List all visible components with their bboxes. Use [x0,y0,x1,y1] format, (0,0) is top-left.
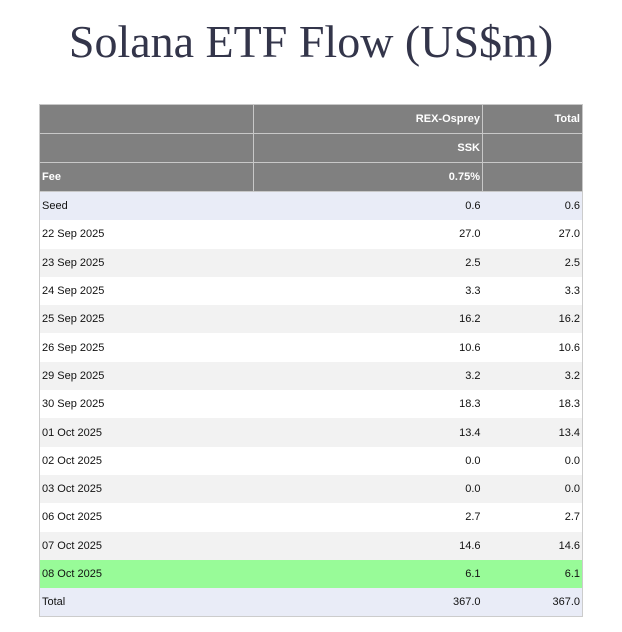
table-cell: 3.3 [482,276,583,306]
table-cell: 29 Sep 2025 [39,361,254,391]
header-row: REX-Osprey Total [39,104,583,134]
table-cell: 367.0 [253,588,483,617]
header-cell [39,133,254,163]
table-cell: 26 Sep 2025 [39,333,254,362]
table-cell: 0.0 [253,446,483,475]
header-row: Fee 0.75% [39,162,583,192]
table-cell: 13.4 [253,418,483,447]
table-cell: 6.1 [482,559,583,589]
table-cell: 0.0 [253,474,483,504]
header-cell [482,133,583,163]
header-cell: 0.75% [253,162,483,192]
table-cell: 16.2 [482,305,583,334]
table-row: 03 Oct 2025 0.0 0.0 [39,474,583,504]
table-cell: 01 Oct 2025 [39,418,254,447]
table-row: 22 Sep 2025 27.0 27.0 [39,220,583,249]
table-row: 06 Oct 2025 2.7 2.7 [39,503,583,532]
table-row: 24 Sep 2025 3.3 3.3 [39,276,583,306]
table-cell: Total [39,588,254,617]
table-cell: 22 Sep 2025 [39,220,254,249]
header-cell: SSK [253,133,483,163]
table-cell: 06 Oct 2025 [39,503,254,532]
table-row: 29 Sep 2025 3.2 3.2 [39,361,583,391]
table-row: Total 367.0 367.0 [39,588,583,617]
table-row: 02 Oct 2025 0.0 0.0 [39,446,583,475]
table-cell: 23 Sep 2025 [39,248,254,277]
table-cell: 2.7 [253,503,483,532]
header-cell: Total [482,104,583,134]
table-cell: 0.0 [482,446,583,475]
header-cell [482,162,583,192]
header-cell [39,104,254,134]
table-cell: 0.0 [482,474,583,504]
table-body: Seed 0.6 0.6 22 Sep 2025 27.0 27.0 23 Sep 2025… [39,191,583,617]
table-cell: 07 Oct 2025 [39,531,254,560]
table-row: 25 Sep 2025 16.2 16.2 [39,305,583,334]
table-cell: 02 Oct 2025 [39,446,254,475]
table-cell: 18.3 [482,390,583,419]
table-cell: 2.7 [482,503,583,532]
table-cell: 13.4 [482,418,583,447]
table-row: Seed 0.6 0.6 [39,191,583,221]
table-cell: 10.6 [482,333,583,362]
table-cell: 08 Oct 2025 [39,559,254,589]
header-row: SSK [39,133,583,163]
table-row: 26 Sep 2025 10.6 10.6 [39,333,583,362]
table-cell: 25 Sep 2025 [39,305,254,334]
table-cell: 27.0 [253,220,483,249]
table-cell: 14.6 [253,531,483,560]
table-cell: 16.2 [253,305,483,334]
table-cell: 24 Sep 2025 [39,276,254,306]
table-cell: 10.6 [253,333,483,362]
header-cell: Fee [39,162,254,192]
table-cell: 6.1 [253,559,483,589]
table-cell: 27.0 [482,220,583,249]
table-cell: 03 Oct 2025 [39,474,254,504]
table-cell: 3.2 [253,361,483,391]
table-cell: 18.3 [253,390,483,419]
table-cell: 2.5 [482,248,583,277]
header-cell: REX-Osprey [253,104,483,134]
table-row: 30 Sep 2025 18.3 18.3 [39,390,583,419]
table-cell: 3.3 [253,276,483,306]
table-row: 01 Oct 2025 13.4 13.4 [39,418,583,447]
table-row: 07 Oct 2025 14.6 14.6 [39,531,583,560]
flow-table: REX-Osprey Total SSK Fee 0.75% Seed 0.6 0.… [39,104,583,618]
table-row: 23 Sep 2025 2.5 2.5 [39,248,583,277]
table-cell: 2.5 [253,248,483,277]
table-cell: 0.6 [482,191,583,221]
table-row: 08 Oct 2025 6.1 6.1 [39,559,583,589]
table-cell: 14.6 [482,531,583,560]
table-cell: 0.6 [253,191,483,221]
table-cell: Seed [39,191,254,221]
title: Solana ETF Flow (US$m) [68,16,554,67]
table-cell: 3.2 [482,361,583,391]
table-cell: 30 Sep 2025 [39,390,254,419]
table-cell: 367.0 [482,588,583,617]
